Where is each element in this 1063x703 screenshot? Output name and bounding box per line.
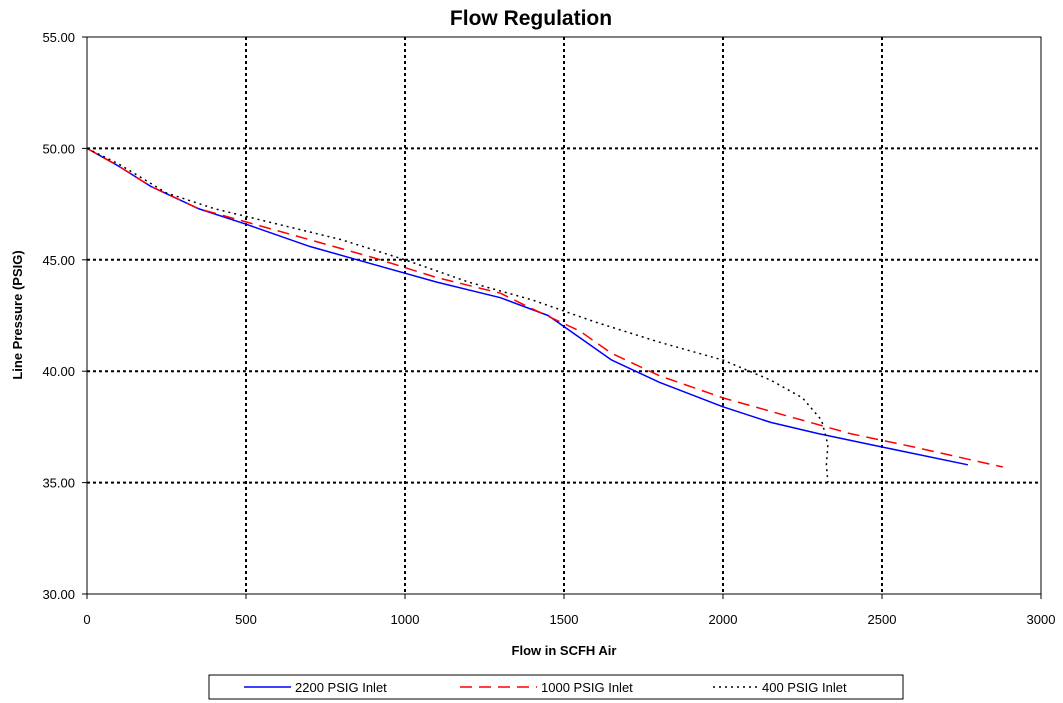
y-tick-label: 35.00	[42, 476, 75, 491]
y-tick-label: 45.00	[42, 253, 75, 268]
legend-label-1: 2200 PSIG Inlet	[295, 680, 387, 695]
series-line-2	[86, 147, 1003, 468]
legend: 2200 PSIG Inlet 1000 PSIG Inlet 400 PSIG I…	[208, 674, 904, 700]
x-tick-label: 2000	[709, 612, 738, 627]
x-tick-label: 500	[235, 612, 257, 627]
legend-label-2: 1000 PSIG Inlet	[541, 680, 633, 695]
y-tick-label: 30.00	[42, 587, 75, 602]
x-tick-label: 3000	[1027, 612, 1056, 627]
legend-box	[208, 674, 904, 700]
x-tick-label: 1000	[391, 612, 420, 627]
y-axis-label: Line Pressure (PSIG)	[10, 250, 25, 379]
x-tick-label: 1500	[550, 612, 579, 627]
tick-labels: 0 500 1000 1500 2000 2500 3000 30.00 35.00 40.00 4…	[42, 30, 1055, 627]
x-tick-label: 2500	[868, 612, 897, 627]
y-tick-label: 40.00	[42, 364, 75, 379]
y-tick-label: 55.00	[42, 30, 75, 45]
series-line-3	[86, 147, 829, 483]
chart-title: Flow Regulation	[450, 7, 612, 30]
y-tick-label: 50.00	[42, 141, 75, 156]
x-axis-label: Flow in SCFH Air	[512, 643, 617, 658]
series-lines	[86, 147, 1003, 483]
legend-label-3: 400 PSIG Inlet	[762, 680, 847, 695]
x-tick-label: 0	[83, 612, 90, 627]
grid-lines	[87, 37, 1041, 594]
